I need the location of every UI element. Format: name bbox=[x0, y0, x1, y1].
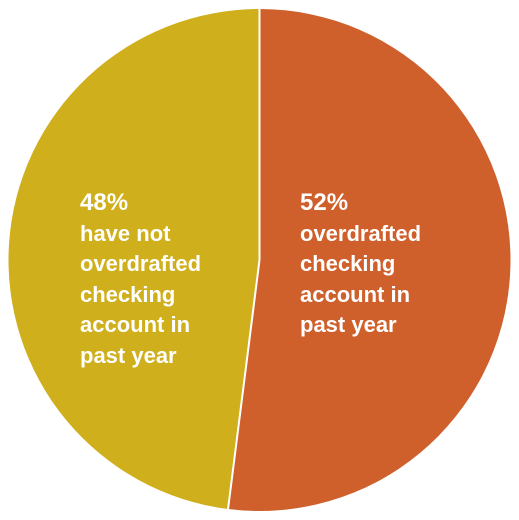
slice-label-not-overdrafted: 48% have not overdrafted checking accoun… bbox=[80, 188, 250, 371]
slice-not-overdrafted bbox=[8, 9, 260, 510]
slice-text-not-overdrafted: have not overdrafted checking account in… bbox=[80, 220, 202, 368]
slice-text-overdrafted: overdrafted checking account in past yea… bbox=[300, 220, 422, 338]
slice-separator-line bbox=[227, 259, 261, 510]
slice-overdrafted bbox=[228, 9, 511, 511]
slice-percent-not-overdrafted: 48% bbox=[80, 189, 129, 216]
slice-percent-overdrafted: 52% bbox=[300, 189, 349, 216]
slice-label-overdrafted: 52% overdrafted checking account in past… bbox=[300, 188, 470, 341]
